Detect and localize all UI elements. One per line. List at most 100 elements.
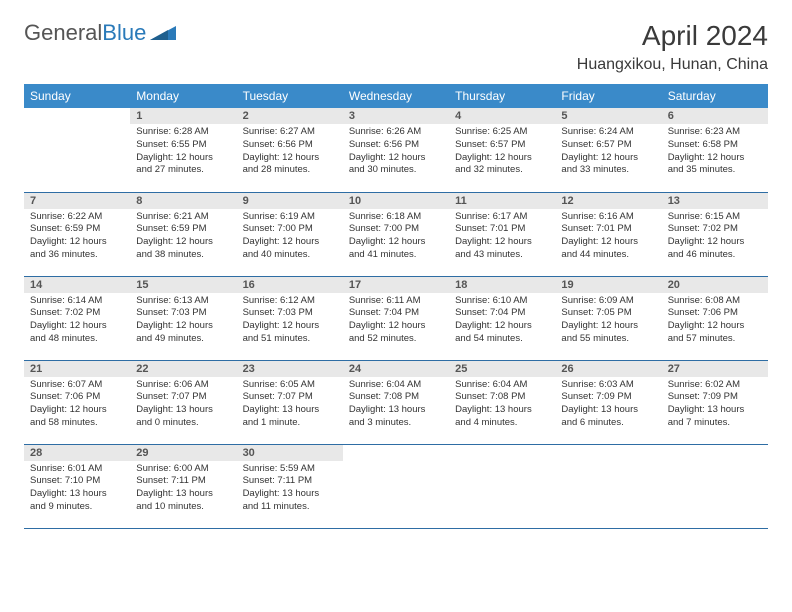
day-content: Sunrise: 6:08 AMSunset: 7:06 PMDaylight:… (662, 293, 768, 350)
sunset-text: Sunset: 7:02 PM (668, 223, 762, 236)
calendar-cell: 29Sunrise: 6:00 AMSunset: 7:11 PMDayligh… (130, 444, 236, 528)
daylight-text: Daylight: 13 hours and 4 minutes. (455, 404, 549, 430)
sunrise-text: Sunrise: 6:15 AM (668, 211, 762, 224)
sunset-text: Sunset: 7:08 PM (349, 391, 443, 404)
day-number: 25 (449, 361, 555, 377)
daylight-text: Daylight: 12 hours and 35 minutes. (668, 152, 762, 178)
calendar-cell: 11Sunrise: 6:17 AMSunset: 7:01 PMDayligh… (449, 192, 555, 276)
daylight-text: Daylight: 12 hours and 51 minutes. (243, 320, 337, 346)
calendar-cell: 21Sunrise: 6:07 AMSunset: 7:06 PMDayligh… (24, 360, 130, 444)
daylight-text: Daylight: 12 hours and 40 minutes. (243, 236, 337, 262)
day-number: 27 (662, 361, 768, 377)
daylight-text: Daylight: 13 hours and 9 minutes. (30, 488, 124, 514)
day-number: 7 (24, 193, 130, 209)
daylight-text: Daylight: 12 hours and 28 minutes. (243, 152, 337, 178)
calendar-cell: 17Sunrise: 6:11 AMSunset: 7:04 PMDayligh… (343, 276, 449, 360)
day-content: Sunrise: 6:27 AMSunset: 6:56 PMDaylight:… (237, 124, 343, 181)
calendar-cell: 13Sunrise: 6:15 AMSunset: 7:02 PMDayligh… (662, 192, 768, 276)
weekday-header: Friday (555, 84, 661, 108)
sunset-text: Sunset: 6:57 PM (455, 139, 549, 152)
day-number: 17 (343, 277, 449, 293)
sunset-text: Sunset: 7:11 PM (136, 475, 230, 488)
weekday-header: Monday (130, 84, 236, 108)
daylight-text: Daylight: 12 hours and 52 minutes. (349, 320, 443, 346)
day-number: 22 (130, 361, 236, 377)
calendar-cell: 7Sunrise: 6:22 AMSunset: 6:59 PMDaylight… (24, 192, 130, 276)
weekday-header: Sunday (24, 84, 130, 108)
calendar-cell: 9Sunrise: 6:19 AMSunset: 7:00 PMDaylight… (237, 192, 343, 276)
sunrise-text: Sunrise: 5:59 AM (243, 463, 337, 476)
calendar-cell: 24Sunrise: 6:04 AMSunset: 7:08 PMDayligh… (343, 360, 449, 444)
daylight-text: Daylight: 13 hours and 1 minute. (243, 404, 337, 430)
calendar-cell: 15Sunrise: 6:13 AMSunset: 7:03 PMDayligh… (130, 276, 236, 360)
daylight-text: Daylight: 12 hours and 32 minutes. (455, 152, 549, 178)
sunrise-text: Sunrise: 6:12 AM (243, 295, 337, 308)
header-right: April 2024 Huangxikou, Hunan, China (577, 20, 768, 74)
daylight-text: Daylight: 12 hours and 44 minutes. (561, 236, 655, 262)
sunrise-text: Sunrise: 6:24 AM (561, 126, 655, 139)
sunset-text: Sunset: 7:08 PM (455, 391, 549, 404)
logo-text-2: Blue (102, 20, 146, 46)
sunrise-text: Sunrise: 6:22 AM (30, 211, 124, 224)
sunset-text: Sunset: 7:06 PM (668, 307, 762, 320)
sunrise-text: Sunrise: 6:07 AM (30, 379, 124, 392)
day-content: Sunrise: 6:17 AMSunset: 7:01 PMDaylight:… (449, 209, 555, 266)
sunrise-text: Sunrise: 6:03 AM (561, 379, 655, 392)
day-number: 16 (237, 277, 343, 293)
calendar-cell: 4Sunrise: 6:25 AMSunset: 6:57 PMDaylight… (449, 108, 555, 192)
daylight-text: Daylight: 13 hours and 0 minutes. (136, 404, 230, 430)
day-content: Sunrise: 6:03 AMSunset: 7:09 PMDaylight:… (555, 377, 661, 434)
daylight-text: Daylight: 12 hours and 41 minutes. (349, 236, 443, 262)
day-number: 13 (662, 193, 768, 209)
day-content: Sunrise: 6:14 AMSunset: 7:02 PMDaylight:… (24, 293, 130, 350)
day-number: 23 (237, 361, 343, 377)
day-number: 28 (24, 445, 130, 461)
sunset-text: Sunset: 7:03 PM (136, 307, 230, 320)
sunset-text: Sunset: 7:09 PM (561, 391, 655, 404)
sunrise-text: Sunrise: 6:27 AM (243, 126, 337, 139)
sunrise-text: Sunrise: 6:04 AM (349, 379, 443, 392)
day-number: 9 (237, 193, 343, 209)
day-content: Sunrise: 6:16 AMSunset: 7:01 PMDaylight:… (555, 209, 661, 266)
day-content: Sunrise: 6:05 AMSunset: 7:07 PMDaylight:… (237, 377, 343, 434)
day-content: Sunrise: 6:13 AMSunset: 7:03 PMDaylight:… (130, 293, 236, 350)
sunset-text: Sunset: 7:06 PM (30, 391, 124, 404)
sunrise-text: Sunrise: 6:21 AM (136, 211, 230, 224)
sunset-text: Sunset: 7:07 PM (243, 391, 337, 404)
sunset-text: Sunset: 7:03 PM (243, 307, 337, 320)
day-content: Sunrise: 6:15 AMSunset: 7:02 PMDaylight:… (662, 209, 768, 266)
daylight-text: Daylight: 12 hours and 46 minutes. (668, 236, 762, 262)
sunrise-text: Sunrise: 6:18 AM (349, 211, 443, 224)
sunset-text: Sunset: 6:56 PM (243, 139, 337, 152)
day-number: 2 (237, 108, 343, 124)
daylight-text: Daylight: 12 hours and 38 minutes. (136, 236, 230, 262)
daylight-text: Daylight: 12 hours and 30 minutes. (349, 152, 443, 178)
day-number: 29 (130, 445, 236, 461)
calendar-cell: 5Sunrise: 6:24 AMSunset: 6:57 PMDaylight… (555, 108, 661, 192)
sunset-text: Sunset: 6:58 PM (668, 139, 762, 152)
calendar-cell: 8Sunrise: 6:21 AMSunset: 6:59 PMDaylight… (130, 192, 236, 276)
daylight-text: Daylight: 13 hours and 10 minutes. (136, 488, 230, 514)
calendar-cell: 18Sunrise: 6:10 AMSunset: 7:04 PMDayligh… (449, 276, 555, 360)
calendar-cell: . (24, 108, 130, 192)
sunrise-text: Sunrise: 6:16 AM (561, 211, 655, 224)
sunset-text: Sunset: 6:56 PM (349, 139, 443, 152)
day-number: 21 (24, 361, 130, 377)
day-number: 30 (237, 445, 343, 461)
calendar-week: 21 Sunrise: 6:07 AMSunset: 7:06 PM Dayligh… (24, 360, 768, 444)
day-content: Sunrise: 6:12 AMSunset: 7:03 PMDaylight:… (237, 293, 343, 350)
daylight-text: Daylight: 12 hours and 54 minutes. (455, 320, 549, 346)
sunset-text: Sunset: 7:09 PM (668, 391, 762, 404)
sunrise-text: Sunrise: 6:08 AM (668, 295, 762, 308)
day-content: Sunrise: 5:59 AMSunset: 7:11 PMDaylight:… (237, 461, 343, 518)
calendar-cell: 20Sunrise: 6:08 AMSunset: 7:06 PMDayligh… (662, 276, 768, 360)
sunset-text: Sunset: 7:05 PM (561, 307, 655, 320)
logo-text-1: General (24, 20, 102, 46)
weekday-header: Wednesday (343, 84, 449, 108)
sunrise-text: Sunrise: 6:06 AM (136, 379, 230, 392)
day-content: Sunrise: 6:25 AMSunset: 6:57 PMDaylight:… (449, 124, 555, 181)
day-number: 15 (130, 277, 236, 293)
day-content: Sunrise: 6:23 AMSunset: 6:58 PMDaylight:… (662, 124, 768, 181)
day-number: 4 (449, 108, 555, 124)
day-content: Sunrise: 6:21 AMSunset: 6:59 PMDaylight:… (130, 209, 236, 266)
